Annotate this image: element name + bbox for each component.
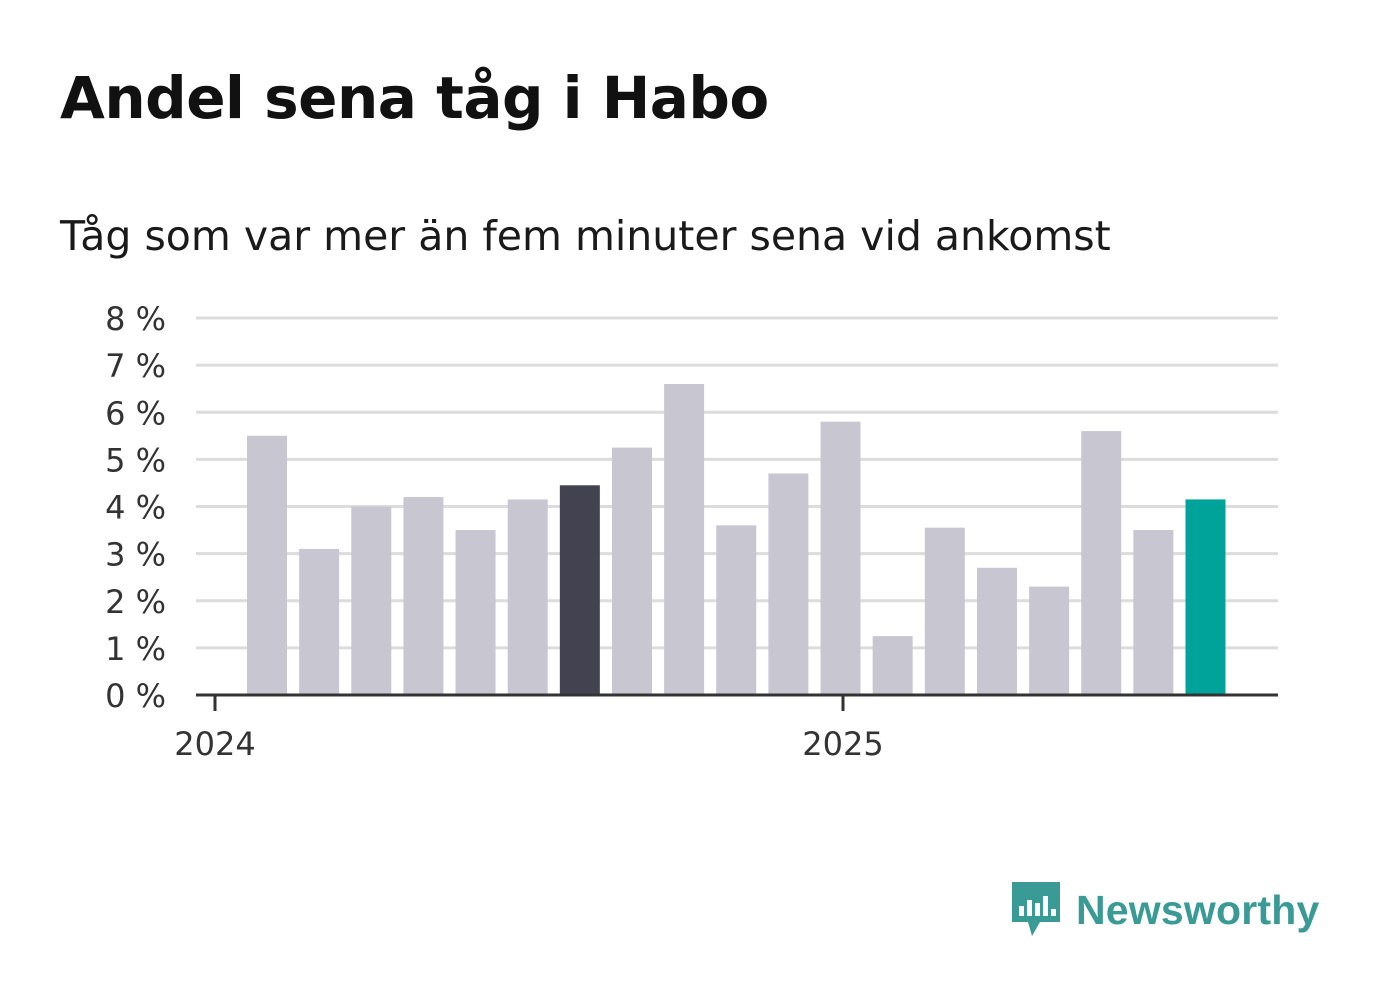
newsworthy-logo: Newsworthy [1010, 878, 1320, 943]
y-axis-labels: 0 % 1 % 2 % 3 % 4 % 5 % 6 % 7 % 8 % [105, 300, 166, 715]
y-tick-label: 8 % [105, 300, 166, 338]
chart-title: Andel sena tåg i Habo [60, 64, 769, 132]
bar [299, 548, 340, 695]
bar [664, 383, 705, 695]
bar [872, 636, 913, 695]
bar [455, 530, 496, 695]
bar [716, 525, 757, 695]
y-tick-label: 6 % [105, 394, 166, 432]
y-tick-label: 1 % [105, 630, 166, 668]
bar [924, 527, 965, 695]
y-tick-label: 2 % [105, 583, 166, 621]
y-tick-label: 7 % [105, 347, 166, 385]
bar [1133, 530, 1174, 695]
bar [403, 497, 444, 695]
x-tick-label: 2025 [802, 725, 883, 763]
bar [768, 473, 809, 695]
x-tick-label: 2024 [174, 725, 255, 763]
bar [611, 447, 652, 695]
newsworthy-logo-text: Newsworthy [1076, 887, 1320, 933]
x-axis: 2024 2025 [174, 695, 884, 763]
bar [507, 499, 548, 695]
y-tick-label: 3 % [105, 536, 166, 574]
chart-subtitle: Tåg som var mer än fem minuter sena vid … [60, 212, 1111, 260]
bar [1081, 431, 1122, 695]
y-tick-label: 5 % [105, 441, 166, 479]
bar [976, 567, 1017, 695]
bar [1029, 586, 1070, 695]
newsworthy-logo-icon [1010, 878, 1062, 943]
y-tick-label: 4 % [105, 489, 166, 527]
bar [247, 435, 287, 695]
bar [1185, 499, 1226, 695]
bar [820, 421, 861, 695]
bar [559, 485, 600, 695]
bar [351, 506, 392, 695]
y-tick-label: 0 % [105, 677, 166, 715]
chart-bars [247, 383, 1226, 695]
